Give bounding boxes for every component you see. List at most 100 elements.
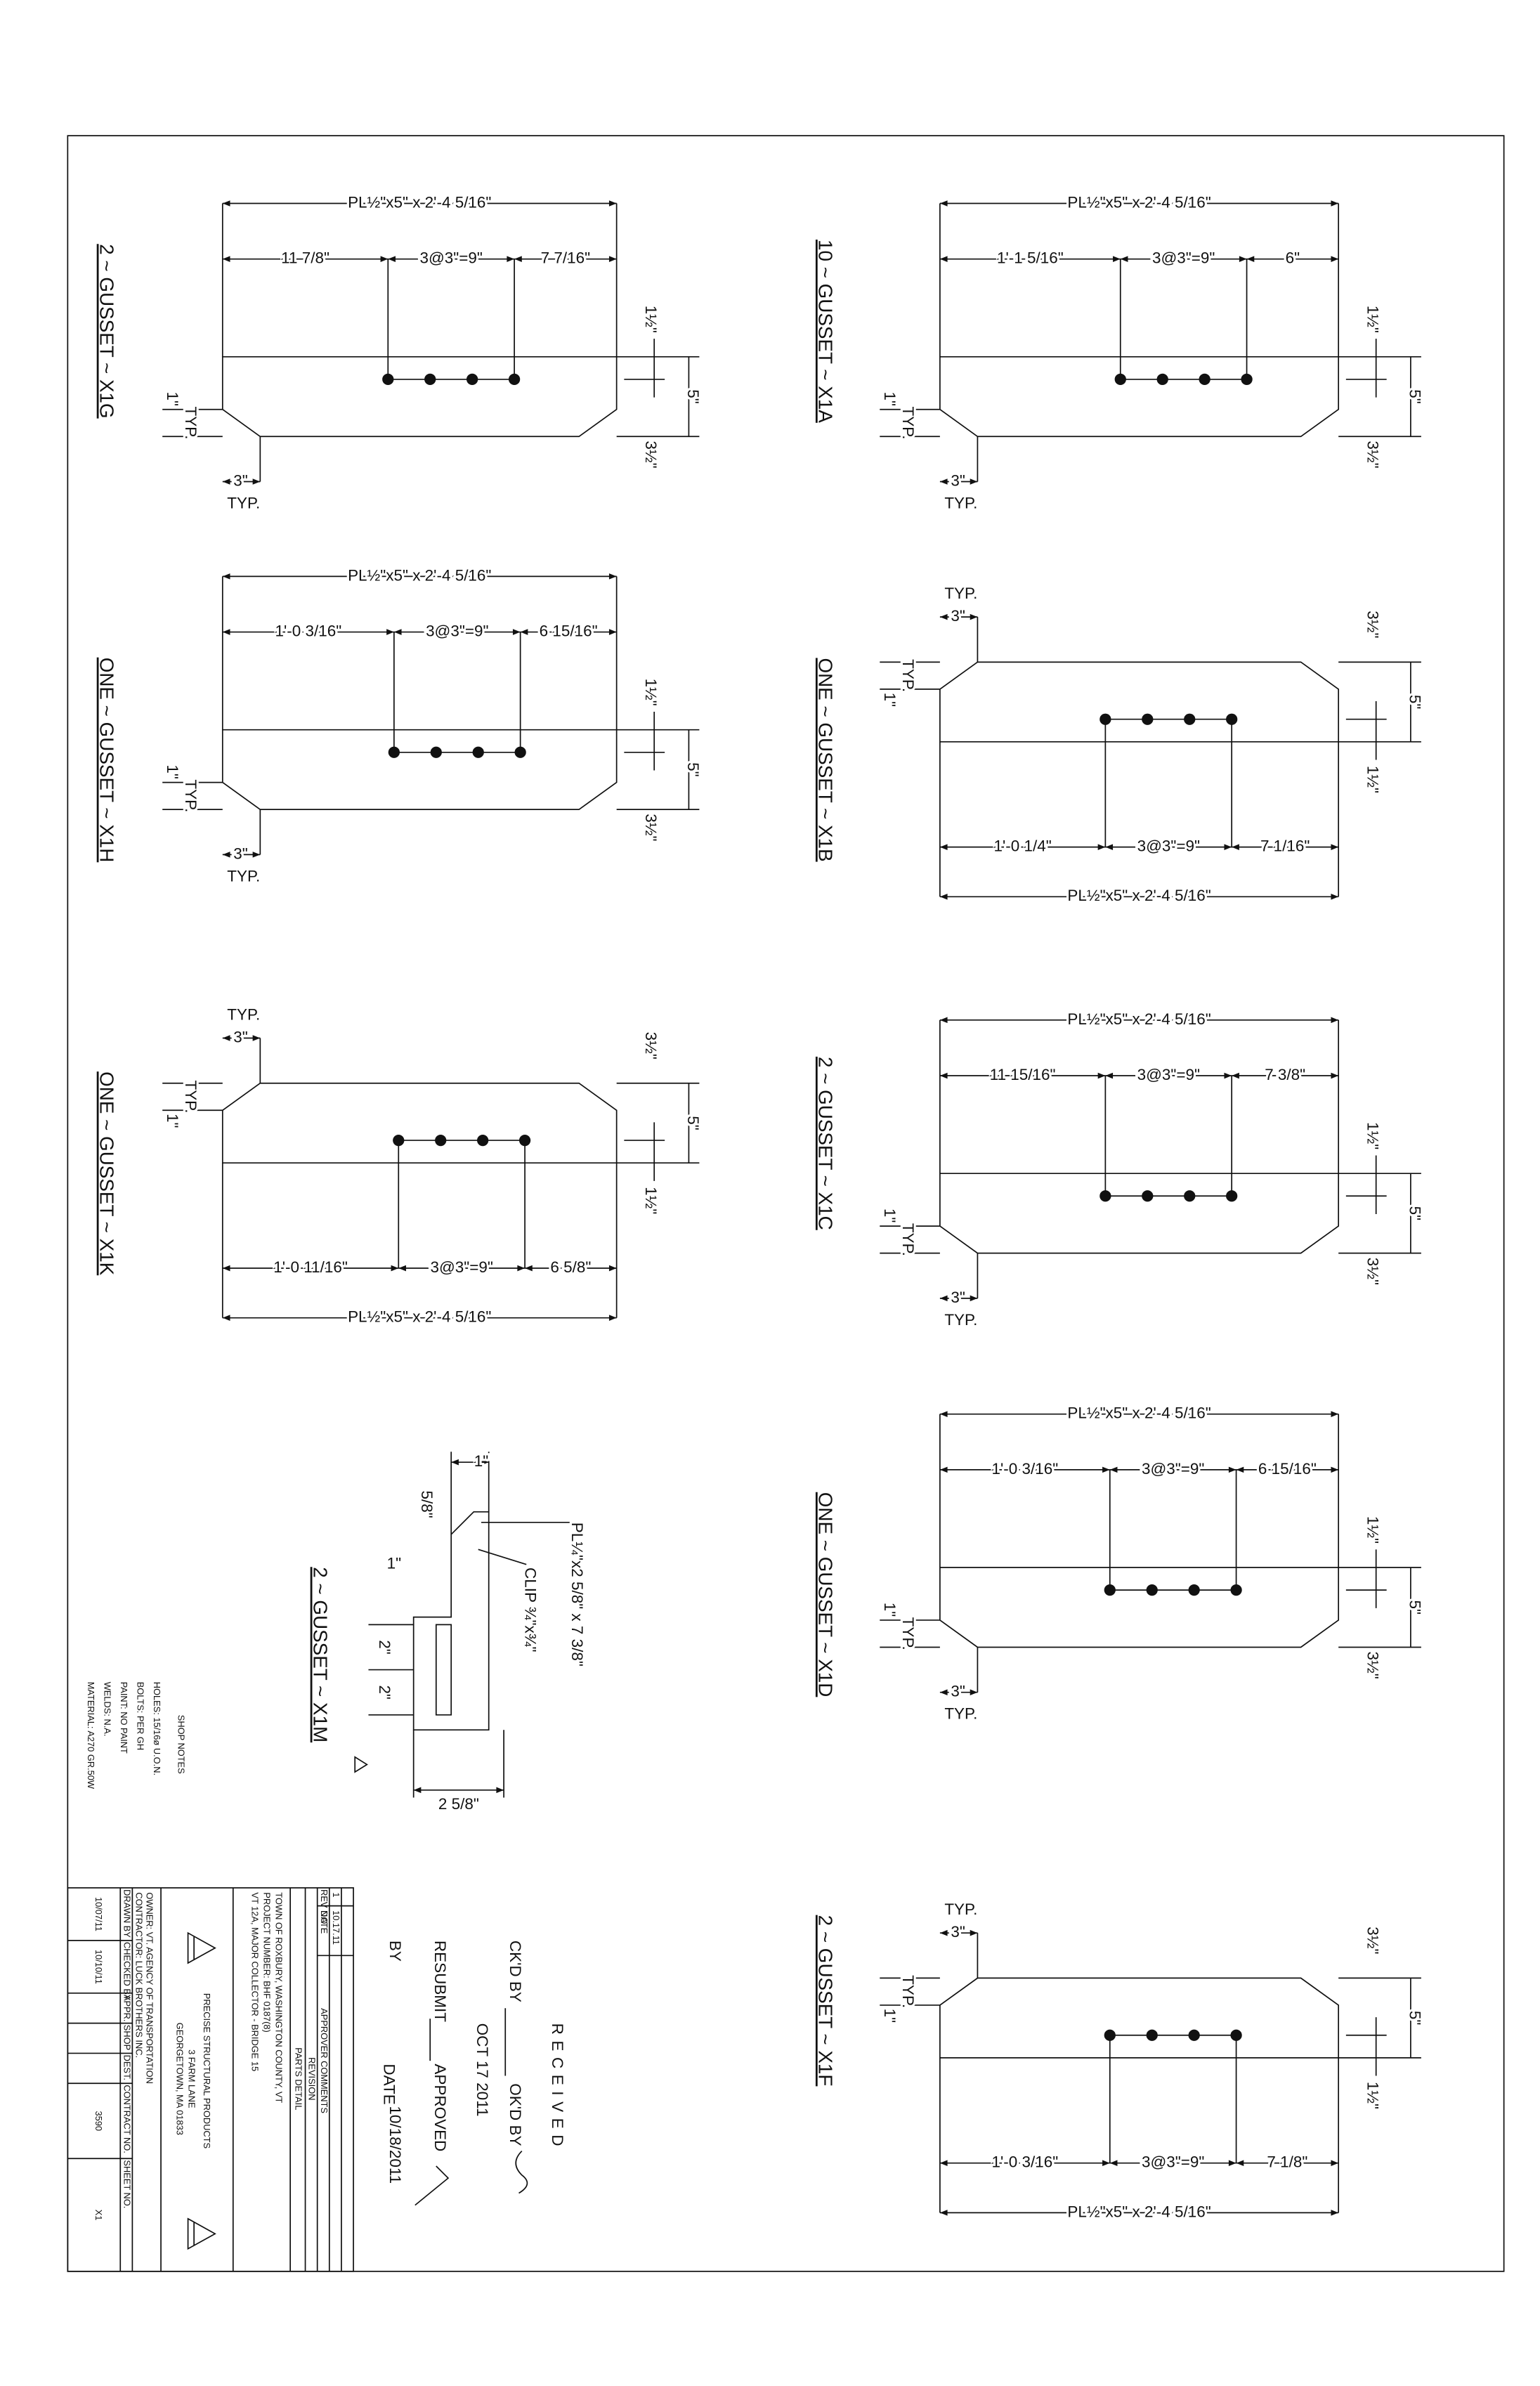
gusset-title: ONE ~ GUSSET ~ X1D xyxy=(815,1492,837,1697)
edge-distance: 1'-0 11/16" xyxy=(273,1258,348,1276)
gusset-plate xyxy=(939,356,1340,438)
arrowhead xyxy=(222,852,261,858)
bolt-hole xyxy=(1184,713,1196,725)
hole-spacing: 3@3"=9" xyxy=(1152,249,1215,267)
bolt-hole xyxy=(1199,373,1211,386)
check-mark xyxy=(415,2165,450,2206)
clip-dimension: 5/8" xyxy=(418,1491,436,1518)
hole-spacing: 3@3"=9" xyxy=(1142,2153,1204,2171)
chamfer-horizontal: 3" xyxy=(233,1028,247,1045)
hole-spacing: 3@3"=9" xyxy=(426,622,488,639)
plate-width: 5" xyxy=(1406,695,1423,709)
arrowhead xyxy=(451,1459,489,1466)
stamp-label: BY xyxy=(386,1941,404,1962)
column-value: 3590 xyxy=(93,2111,104,2131)
gusset-title: ONE ~ GUSSET ~ X1K xyxy=(96,1071,117,1276)
project-info: PROJECT NUMBER: BHF 0187(8) xyxy=(261,1892,272,2032)
typical-note: TYP. xyxy=(899,1975,917,2008)
plate-width: 5" xyxy=(1406,2011,1423,2025)
edge-distance: 1'-0 3/16" xyxy=(991,1460,1058,1478)
edge-distance: 1'-0 1/4" xyxy=(994,837,1052,855)
revision-triangle xyxy=(354,1756,368,1773)
stamp-label: RESUBMIT xyxy=(431,1941,449,2022)
shop-note: WELDS: N.A. xyxy=(103,1682,113,1737)
chamfer-vertical: 1" xyxy=(881,693,899,707)
bolt-hole xyxy=(1142,713,1154,725)
bolt-hole xyxy=(1142,1190,1154,1202)
column-header: CONTRACT NO. xyxy=(122,2085,132,2153)
column-value: X1 xyxy=(93,2210,104,2221)
clip-dimension: 2" xyxy=(376,1685,393,1699)
end-distance: 7 7/16" xyxy=(541,249,590,267)
revision-date: 10.17.11 xyxy=(331,1910,341,1945)
hole-remainder: 3½" xyxy=(642,814,660,841)
revision-header: DATE xyxy=(319,1910,329,1934)
title-block-frame xyxy=(67,1887,354,2272)
plate-dimension: PL½"x5" x 2'-4 5/16" xyxy=(1067,887,1211,904)
plate-width: 5" xyxy=(684,389,702,403)
project-info: VT 12A, MAJOR COLLECTOR - BRIDGE 15 xyxy=(249,1892,260,2071)
chamfer-horizontal: 3" xyxy=(951,1289,965,1306)
arrowhead xyxy=(939,1295,978,1302)
typical-note: TYP. xyxy=(944,585,977,602)
clip-plate xyxy=(412,1511,490,1731)
gusset-title: 10 ~ GUSSET ~ X1A xyxy=(815,240,837,423)
bolt-hole xyxy=(435,1134,447,1147)
bolt-hole xyxy=(1146,1584,1158,1596)
plate-dimension: PL½"x5" x 2'-4 5/16" xyxy=(1067,1404,1211,1422)
plate-dimension: PL½"x5" x 2'-4 5/16" xyxy=(348,566,491,584)
column-header: SHEET NO. xyxy=(122,2160,132,2208)
column-value: 10/10/11 xyxy=(93,1950,104,1984)
gusset-plate xyxy=(939,1567,1340,1648)
plate-dimension: PL½"x5" x 2'-4 5/16" xyxy=(1067,1010,1211,1028)
plate-width: 5" xyxy=(684,1116,702,1130)
typical-note: TYP. xyxy=(899,659,917,692)
hole-edge-distance: 1½" xyxy=(1364,1516,1381,1544)
plate-width: 5" xyxy=(1406,389,1423,403)
typical-note: TYP. xyxy=(899,1617,917,1650)
sheet-title: PARTS DETAIL xyxy=(293,2047,304,2110)
chamfer-vertical: 1" xyxy=(164,1114,181,1128)
shop-note: HOLES: 15/16ø U.O.N. xyxy=(152,1682,162,1775)
plate-dimension: PL½"x5" x 2'-4 5/16" xyxy=(348,1308,491,1326)
column-header: SHOP xyxy=(122,2025,132,2050)
typical-note: TYP. xyxy=(182,1080,200,1113)
hole-remainder: 3½" xyxy=(1364,441,1381,468)
stamp-label: CK'D BY xyxy=(507,1941,524,2002)
title-block-text: REVISION xyxy=(307,2057,318,2100)
plate-dimension: PL½"x5" x 2'-4 5/16" xyxy=(1067,2203,1211,2220)
hole-spacing: 3@3"=9" xyxy=(1142,1460,1204,1478)
bolt-hole xyxy=(466,373,478,386)
plate-width: 5" xyxy=(1406,1601,1423,1615)
gusset-title: ONE ~ GUSSET ~ X1B xyxy=(815,658,837,861)
typical-note: TYP. xyxy=(944,495,977,512)
arrowhead xyxy=(939,1689,978,1695)
bolt-hole xyxy=(477,1134,489,1147)
company-address: GEORGETOWN, MA 01833 xyxy=(174,2023,185,2135)
plate-dimension: PL½"x5" x 2'-4 5/16" xyxy=(1067,193,1211,211)
clip-dimension: 2 5/8" xyxy=(438,1795,479,1813)
plate-dimension: PL½"x5" x 2'-4 5/16" xyxy=(348,193,491,211)
leader-line xyxy=(478,1549,527,1565)
stamp-received: RECEIVED xyxy=(549,2023,566,2152)
stamp-label: DATE xyxy=(380,2064,398,2104)
chamfer-horizontal: 3" xyxy=(233,845,247,862)
column-header: DRAWN BY xyxy=(122,1889,132,1938)
hole-remainder: 3½" xyxy=(642,441,660,468)
typical-note: TYP. xyxy=(182,779,200,812)
typical-note: TYP. xyxy=(899,406,917,439)
hole-edge-distance: 1½" xyxy=(1364,766,1381,793)
typical-note: TYP. xyxy=(944,1705,977,1723)
revision-number: 1 xyxy=(331,1892,341,1897)
company-name: PRECISE STRUCTURAL PRODUCTS xyxy=(202,1993,212,2149)
chamfer-horizontal: 3" xyxy=(951,1923,965,1941)
bolt-hole xyxy=(472,746,484,758)
typical-note: TYP. xyxy=(944,1311,977,1329)
typical-note: TYP. xyxy=(944,1901,977,1918)
plate-width: 5" xyxy=(1406,1206,1423,1220)
typical-note: TYP. xyxy=(182,406,200,439)
signature xyxy=(515,2150,528,2194)
hole-remainder: 3½" xyxy=(1364,1258,1381,1285)
hole-spacing: 3@3"=9" xyxy=(430,1258,492,1276)
